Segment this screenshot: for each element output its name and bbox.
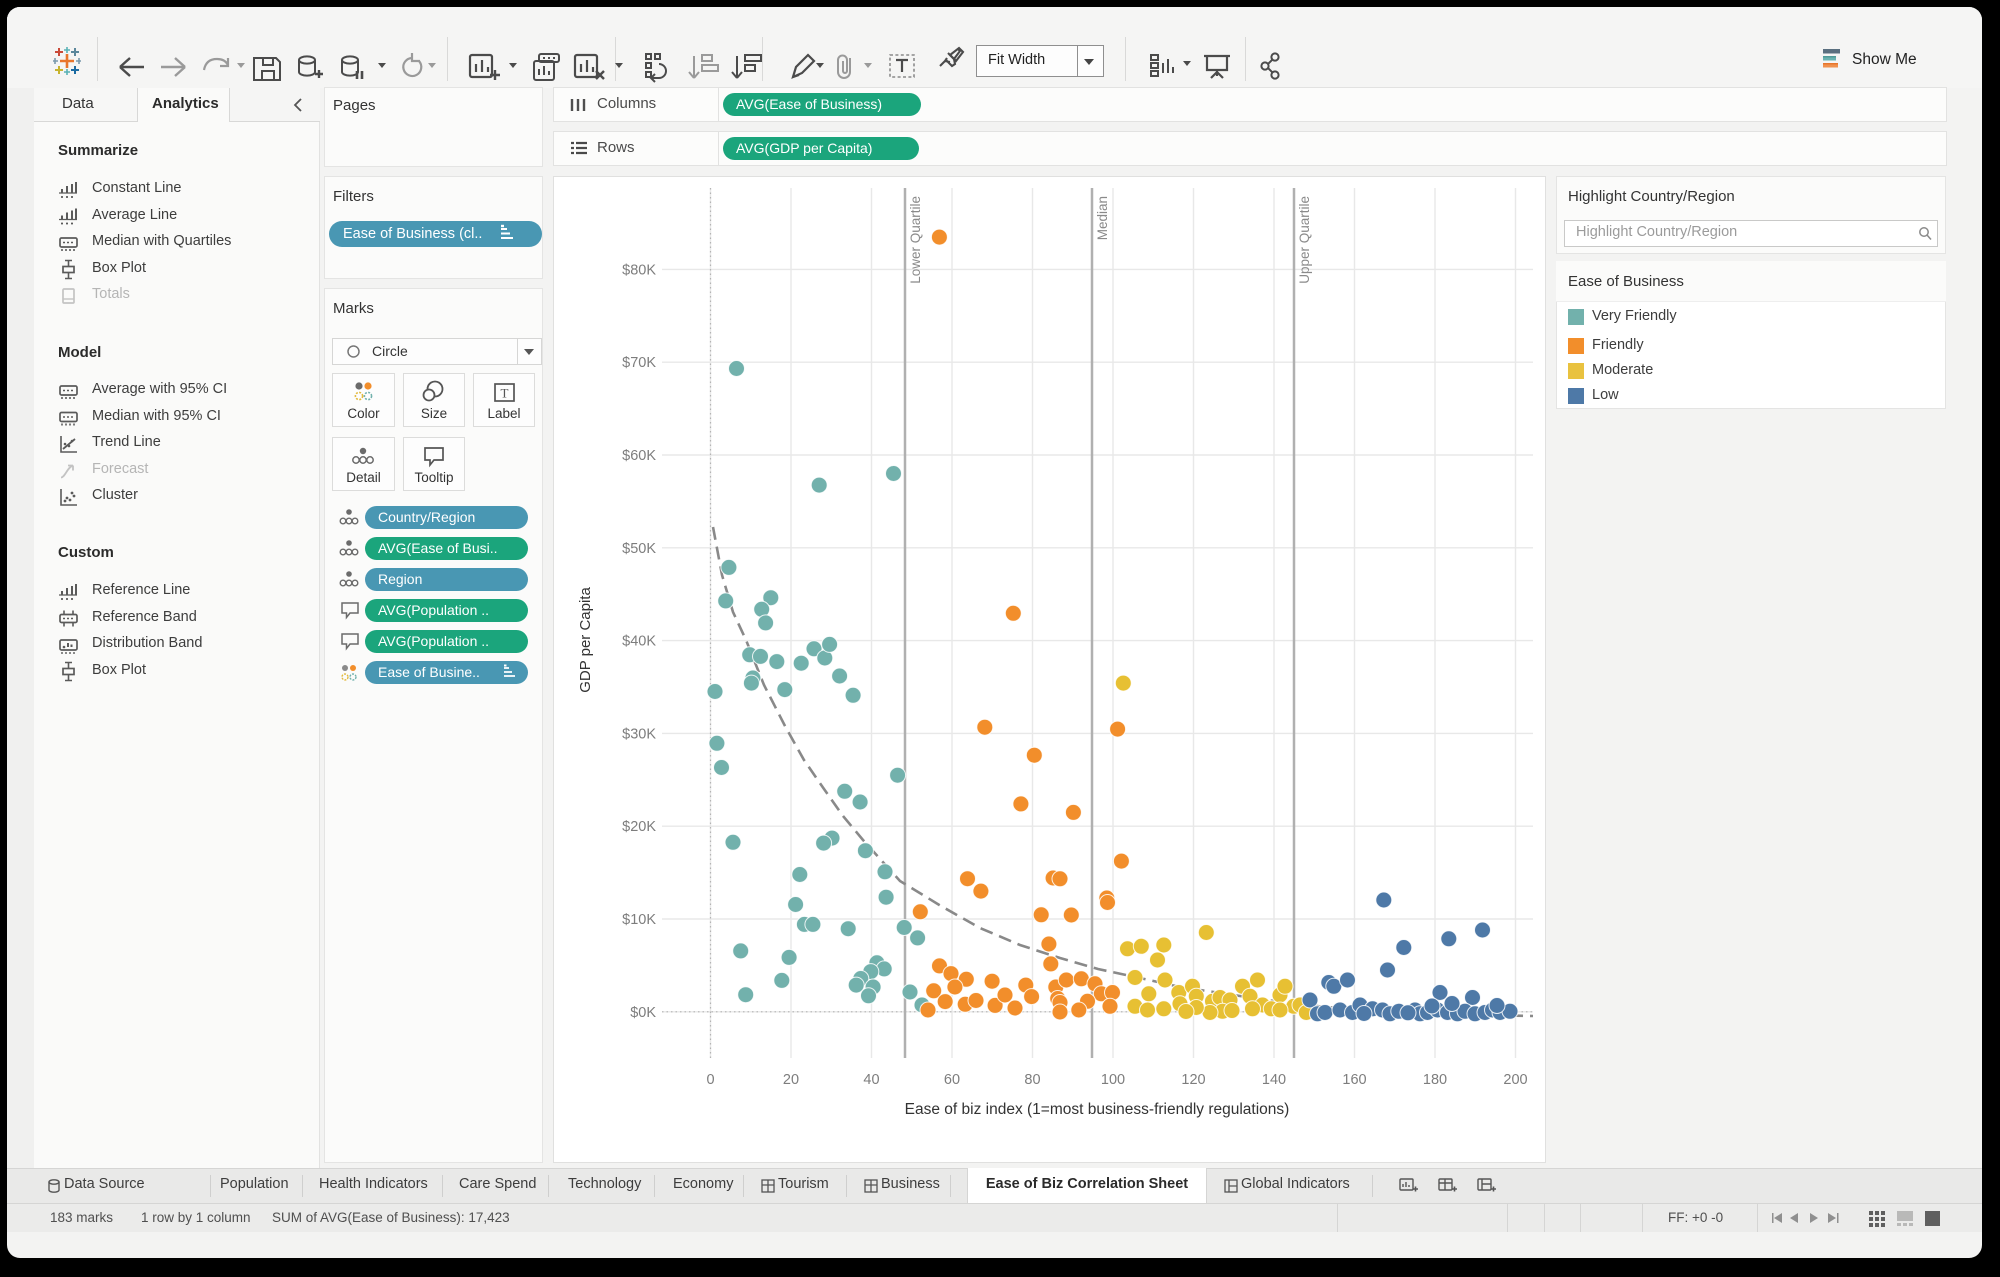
svg-text:180: 180	[1423, 1072, 1447, 1088]
svg-text:GDP per Capita: GDP per Capita	[577, 587, 594, 693]
svg-text:$0K: $0K	[630, 1005, 656, 1021]
svg-text:Lower Quartile: Lower Quartile	[908, 196, 923, 284]
svg-text:T: T	[501, 386, 509, 401]
svg-text:Upper Quartile: Upper Quartile	[1297, 196, 1312, 284]
svg-text:$50K: $50K	[622, 541, 656, 557]
svg-text:$40K: $40K	[622, 634, 656, 650]
svg-text:80: 80	[1024, 1072, 1040, 1088]
svg-text:20: 20	[783, 1072, 799, 1088]
svg-text:0: 0	[706, 1072, 714, 1088]
svg-text:200: 200	[1503, 1072, 1527, 1088]
svg-text:$70K: $70K	[622, 355, 656, 371]
svg-text:$60K: $60K	[622, 448, 656, 464]
svg-text:60: 60	[944, 1072, 960, 1088]
svg-text:$80K: $80K	[622, 262, 656, 278]
svg-text:$10K: $10K	[622, 912, 656, 928]
svg-text:Median: Median	[1095, 196, 1110, 240]
svg-text:160: 160	[1342, 1072, 1366, 1088]
svg-text:Ease of biz index (1=most busi: Ease of biz index (1=most business-frien…	[905, 1101, 1290, 1118]
svg-text:140: 140	[1262, 1072, 1286, 1088]
svg-text:100: 100	[1101, 1072, 1125, 1088]
svg-text:40: 40	[863, 1072, 879, 1088]
svg-text:$20K: $20K	[622, 819, 656, 835]
svg-text:$30K: $30K	[622, 726, 656, 742]
svg-text:120: 120	[1181, 1072, 1205, 1088]
